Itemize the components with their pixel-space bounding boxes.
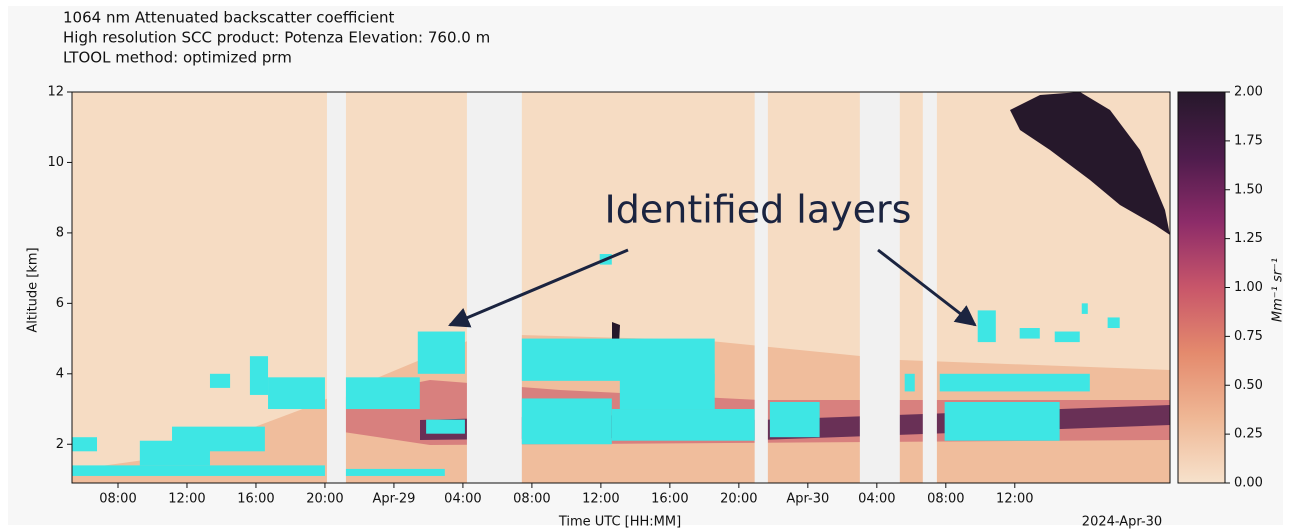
- title-line: LTOOL method: optimized prm: [63, 49, 292, 67]
- x-tick-label: 12:00: [582, 492, 619, 507]
- identified-layer: [72, 437, 98, 452]
- x-axis-label: Time UTC [HH:MM]: [558, 515, 681, 530]
- y-tick-label: 6: [56, 296, 64, 311]
- y-axis-label: Altitude [km]: [26, 247, 41, 332]
- data-gap: [326, 92, 346, 483]
- identified-layer: [769, 401, 820, 438]
- x-tick-label: 08:00: [927, 492, 964, 507]
- colorbar-tick-label: 1.00: [1234, 280, 1263, 295]
- colorbar-tick-label: 0.75: [1234, 329, 1263, 344]
- cirrus-signal: [1010, 92, 1170, 235]
- data-gap: [754, 92, 768, 483]
- x-tick-label: Apr-30: [786, 492, 829, 507]
- x-tick-label: 20:00: [306, 492, 343, 507]
- identified-layer: [345, 468, 445, 476]
- identified-layer: [619, 373, 715, 410]
- x-tick-label: 08:00: [513, 492, 550, 507]
- identified-layer: [1054, 331, 1080, 343]
- annotation-arrow: [448, 248, 629, 328]
- identified-layer: [426, 419, 465, 434]
- y-tick-label: 8: [56, 225, 64, 240]
- identified-layer: [268, 377, 325, 410]
- data-gap: [466, 92, 522, 483]
- y-tick-label: 4: [56, 366, 64, 381]
- identified-layer: [172, 426, 265, 452]
- data-gap: [859, 92, 900, 483]
- x-offset-label: 2024-Apr-30: [1082, 515, 1162, 530]
- colorbar: [1177, 91, 1226, 484]
- axes: 2 4 6 8 10 12 08:00 12:00 16:00 20:00 Apr-29 04:00 0…: [47, 85, 1263, 507]
- title-line: 1064 nm Attenuated backscatter coefficie…: [63, 9, 395, 27]
- identified-layer: [904, 373, 915, 392]
- x-tick-label: 12:00: [996, 492, 1033, 507]
- identified-layer: [209, 373, 231, 388]
- data-gap: [922, 92, 937, 483]
- colorbar-tick-label: 2.00: [1234, 85, 1263, 100]
- identified-layer: [977, 310, 996, 343]
- x-tick-label: Apr-29: [372, 492, 415, 507]
- x-tick-label: 04:00: [444, 492, 481, 507]
- x-tick-label: 20:00: [720, 492, 757, 507]
- y-tick-label: 2: [56, 437, 64, 452]
- y-tick-label: 10: [47, 155, 64, 170]
- x-tick-label: 08:00: [99, 492, 136, 507]
- identified-layer: [939, 373, 1090, 392]
- annotation-arrow: [877, 248, 977, 327]
- colorbar-tick-label: 1.75: [1234, 133, 1263, 148]
- colorbar-tick-label: 1.25: [1234, 231, 1263, 246]
- x-tick-label: 16:00: [651, 492, 688, 507]
- identified-layer: [1107, 317, 1120, 329]
- title-line: High resolution SCC product: Potenza Ele…: [63, 29, 490, 47]
- colorbar-tick-label: 0.50: [1234, 378, 1263, 393]
- colorbar-tick-label: 0.25: [1234, 427, 1263, 442]
- plot-frame: [71, 91, 1171, 484]
- identified-layer: [521, 398, 612, 445]
- plot-area: [72, 92, 1170, 483]
- identified-layer: [944, 401, 1060, 441]
- annotation: Identified layers: [605, 188, 912, 232]
- identified-layer: [72, 465, 325, 476]
- identified-layer: [1081, 303, 1088, 314]
- x-tick-label: 12:00: [168, 492, 205, 507]
- colorbar-label: Mm⁻¹ sr⁻¹: [1271, 258, 1286, 322]
- identified-layer: [611, 409, 755, 441]
- identified-layer: [249, 356, 269, 395]
- identified-layer: [1019, 328, 1040, 339]
- identified-layer: [345, 377, 420, 410]
- y-tick-label: 12: [47, 85, 64, 100]
- colorbar-tick-label: 0.00: [1234, 476, 1263, 491]
- colorbar-tick-label: 1.50: [1234, 182, 1263, 197]
- x-tick-label: 04:00: [858, 492, 895, 507]
- x-tick-label: 16:00: [237, 492, 274, 507]
- identified-layer: [417, 331, 465, 374]
